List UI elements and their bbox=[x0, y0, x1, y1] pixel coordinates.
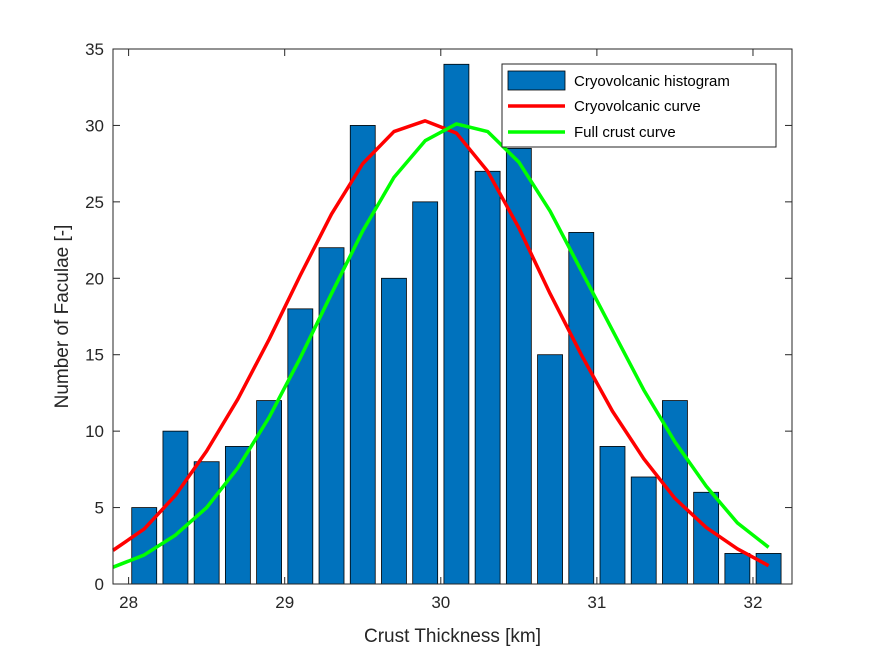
y-tick-label: 10 bbox=[85, 422, 104, 441]
histogram-bar bbox=[755, 553, 782, 585]
curves bbox=[112, 119, 770, 569]
histogram-bar bbox=[193, 461, 220, 585]
histogram-bar bbox=[287, 308, 314, 585]
histogram-bar bbox=[568, 232, 595, 585]
histogram-bar bbox=[505, 147, 532, 585]
histogram-bar bbox=[349, 125, 376, 585]
histogram-bar bbox=[537, 354, 563, 585]
legend: Cryovolcanic histogram Cryovolcanic curv… bbox=[501, 63, 777, 148]
y-axis-title: Number of Faculae [-] bbox=[52, 225, 73, 409]
histogram-bars bbox=[131, 63, 782, 585]
legend-label-cryovolcanic-curve: Cryovolcanic curve bbox=[574, 98, 701, 115]
x-tick-label: 28 bbox=[119, 593, 138, 612]
x-tick-label: 31 bbox=[587, 593, 606, 612]
y-tick-label: 5 bbox=[95, 499, 104, 518]
histogram-bar bbox=[256, 400, 282, 585]
axes-box bbox=[112, 48, 793, 585]
y-tick-label: 25 bbox=[85, 193, 104, 212]
histogram-bar bbox=[474, 170, 501, 585]
histogram-bar bbox=[381, 277, 407, 585]
histogram-bar bbox=[599, 446, 626, 585]
histogram-bar bbox=[162, 430, 189, 585]
legend-swatch-histogram bbox=[507, 70, 566, 91]
y-tick-label: 30 bbox=[85, 116, 104, 135]
axis-ticks: 28 29 30 31 32 0 5 10 15 20 25 30 35 bbox=[85, 40, 792, 612]
histogram-bar bbox=[724, 553, 751, 585]
legend-label-histogram: Cryovolcanic histogram bbox=[574, 73, 730, 90]
x-tick-label: 29 bbox=[275, 593, 294, 612]
x-tick-label: 32 bbox=[744, 593, 763, 612]
y-tick-label: 0 bbox=[95, 575, 104, 594]
y-tick-label: 35 bbox=[85, 40, 104, 59]
histogram-bar bbox=[318, 247, 345, 585]
y-tick-label: 20 bbox=[85, 269, 104, 288]
cryovolcanic-curve-line bbox=[112, 119, 770, 568]
histogram-bar bbox=[630, 476, 657, 585]
x-tick-label: 30 bbox=[431, 593, 450, 612]
histogram-bar bbox=[412, 201, 439, 585]
full-crust-curve-line bbox=[112, 122, 770, 569]
x-axis-title: Crust Thickness [km] bbox=[364, 626, 541, 647]
histogram-bar bbox=[693, 491, 720, 585]
legend-label-full-crust-curve: Full crust curve bbox=[574, 124, 676, 141]
y-tick-label: 15 bbox=[85, 346, 104, 365]
